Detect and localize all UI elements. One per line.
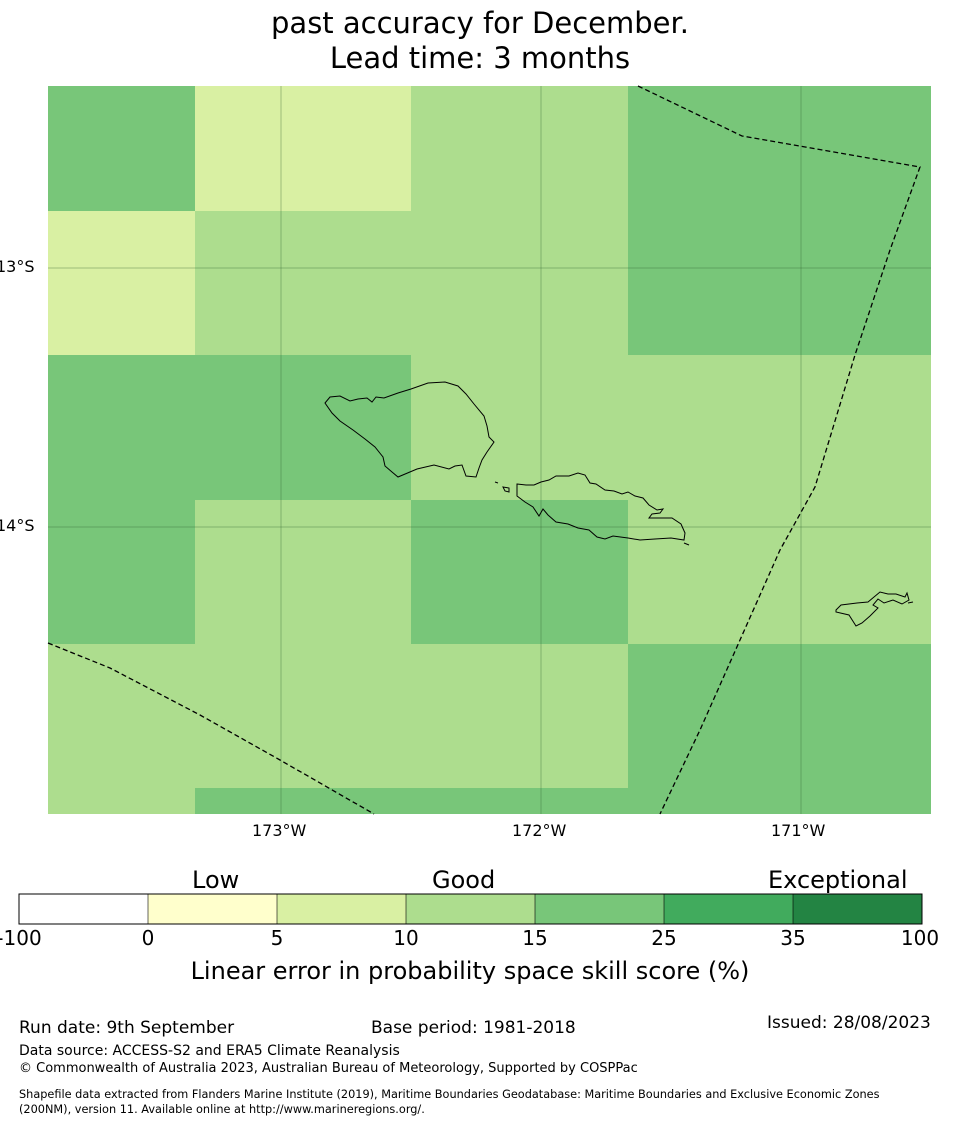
colorbar-segment xyxy=(535,894,664,924)
colorbar-segment xyxy=(406,894,535,924)
grid-cell xyxy=(195,86,411,211)
upolu-island xyxy=(516,472,686,541)
title-line-2: Lead time: 3 months xyxy=(329,41,631,75)
colorbar-tick: 25 xyxy=(651,926,677,950)
savaii-island xyxy=(324,381,495,478)
lon-label: 172°W xyxy=(512,821,567,840)
colorbar xyxy=(18,893,923,925)
colorbar-tick: 0 xyxy=(141,926,155,950)
colorbar-segment xyxy=(793,894,922,924)
grid-cell xyxy=(195,211,628,355)
colorbar-segment xyxy=(148,894,277,924)
coastline xyxy=(324,381,914,627)
islet xyxy=(502,486,510,493)
colorbar-segment xyxy=(277,894,406,924)
colorbar-tick: 100 xyxy=(900,926,940,950)
grid-cell xyxy=(628,211,931,355)
grid-cell xyxy=(195,500,411,644)
grid-cell xyxy=(628,86,931,211)
category-label-good: Good xyxy=(432,866,496,894)
grid-cell xyxy=(195,788,628,814)
shapefile-credit-1: Shapefile data extracted from Flanders M… xyxy=(19,1088,880,1101)
grid-cell xyxy=(628,644,931,814)
skill-grid xyxy=(48,86,931,814)
grid-cell xyxy=(628,500,931,644)
eez-boundary xyxy=(47,85,921,815)
grid-cell xyxy=(411,500,628,644)
colorbar-segment xyxy=(19,894,148,924)
colorbar-tick: 15 xyxy=(522,926,548,950)
islet xyxy=(494,481,499,484)
colorbar-segment xyxy=(664,894,793,924)
grid-cell xyxy=(411,355,931,500)
category-label-low: Low xyxy=(192,866,240,894)
issued-date: Issued: 28/08/2023 xyxy=(767,1013,931,1033)
grid-cell xyxy=(411,86,628,211)
category-label-exceptional: Exceptional xyxy=(768,866,908,894)
grid-cell xyxy=(48,355,411,500)
lon-label: 173°W xyxy=(252,821,307,840)
islet xyxy=(907,601,914,604)
graticule xyxy=(48,86,931,814)
base-period: Base period: 1981-2018 xyxy=(371,1018,576,1038)
data-source: Data source: ACCESS-S2 and ERA5 Climate … xyxy=(19,1043,400,1059)
title-line-1: past accuracy for December. xyxy=(271,6,689,40)
copyright: © Commonwealth of Australia 2023, Austra… xyxy=(19,1061,638,1076)
lat-label: 14°S xyxy=(0,516,35,535)
run-date: Run date: 9th September xyxy=(19,1018,235,1038)
lat-label: 13°S xyxy=(0,257,35,276)
colorbar-title: Linear error in probability space skill … xyxy=(190,957,750,985)
grid-cell xyxy=(48,644,628,788)
tutuila-island xyxy=(835,591,910,627)
grid-cell xyxy=(48,500,195,644)
shapefile-credit-2: (200NM), version 11. Available online at… xyxy=(19,1103,425,1116)
colorbar-tick: -100 xyxy=(0,926,42,950)
grid-cell xyxy=(48,86,195,211)
colorbar-tick: 10 xyxy=(393,926,419,950)
islet xyxy=(683,542,690,546)
colorbar-tick: 35 xyxy=(780,926,806,950)
lon-label: 171°W xyxy=(771,821,826,840)
grid-cell xyxy=(48,211,195,355)
grid-cell xyxy=(48,788,195,814)
colorbar-tick: 5 xyxy=(270,926,284,950)
